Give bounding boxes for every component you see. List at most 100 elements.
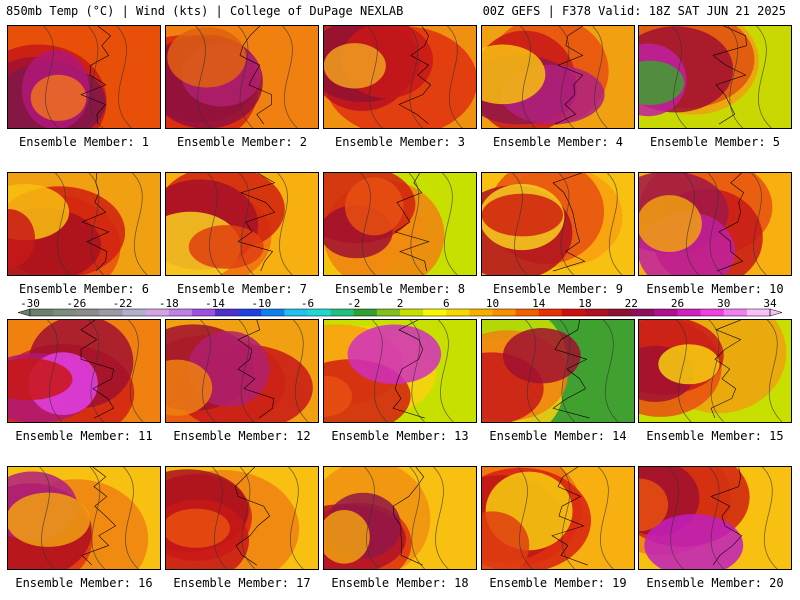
ensemble-member-label: Ensemble Member: 15 — [646, 429, 784, 443]
temperature-field — [639, 467, 791, 569]
ensemble-map-panel — [638, 466, 792, 570]
colorbar-swatch — [191, 309, 216, 316]
colorbar-tick-label: -30 — [20, 297, 40, 310]
colorbar-swatch — [423, 309, 447, 316]
ensemble-map-panel — [323, 319, 477, 423]
colorbar-swatch — [700, 309, 725, 316]
colorbar-swatch — [215, 309, 239, 316]
colorbar-tick-label: 6 — [443, 297, 450, 310]
temperature-field — [8, 467, 160, 569]
ensemble-member-label: Ensemble Member: 8 — [334, 282, 466, 296]
colorbar-swatch — [585, 309, 609, 316]
temperature-field — [639, 26, 791, 128]
colorbar-swatch — [608, 309, 632, 316]
temperature-field — [639, 320, 791, 422]
ensemble-map-panel — [165, 319, 319, 423]
colorbar-swatch — [261, 309, 285, 316]
temperature-field — [166, 173, 318, 275]
ensemble-map-panel — [638, 25, 792, 129]
colorbar-swatch — [353, 309, 378, 316]
colorbar-swatch — [631, 309, 655, 316]
ensemble-member-label: Ensemble Member: 4 — [492, 135, 624, 149]
ensemble-member-label: Ensemble Member: 7 — [176, 282, 308, 296]
colorbar-swatch — [469, 309, 493, 316]
ensemble-map-panel — [481, 25, 635, 129]
colorbar-swatch — [307, 309, 332, 316]
colorbar-swatch — [723, 309, 748, 316]
temperature-field — [482, 26, 634, 128]
colorbar-swatch — [122, 309, 147, 316]
colorbar-tick-label: 2 — [397, 297, 404, 310]
colorbar-min-arrow — [17, 308, 31, 317]
colorbar-swatch — [238, 309, 262, 316]
colorbar-swatch — [53, 309, 77, 316]
ensemble-map-panel — [165, 25, 319, 129]
colorbar-tick-label: -22 — [113, 297, 133, 310]
ensemble-member-label: Ensemble Member: 13 — [331, 429, 469, 443]
ensemble-map-panel — [165, 466, 319, 570]
colorbar-swatch — [145, 309, 170, 316]
ensemble-member-label: Ensemble Member: 14 — [489, 429, 627, 443]
ensemble-member-label: Ensemble Member: 6 — [18, 282, 150, 296]
colorbar-tick-label: -10 — [251, 297, 271, 310]
colorbar-tick-label: 26 — [671, 297, 684, 310]
temperature-colorbar: -30-26-22-18-14-10-6-2261014182226303438… — [17, 297, 783, 317]
colorbar-swatch — [330, 309, 355, 316]
colorbar-tick-label: -2 — [347, 297, 360, 310]
colorbar-tick-label: 10 — [486, 297, 499, 310]
colorbar-tick-label: 22 — [625, 297, 638, 310]
ensemble-member-label: Ensemble Member: 5 — [649, 135, 781, 149]
temperature-field — [166, 467, 318, 569]
temperature-field — [8, 173, 160, 275]
colorbar-swatch — [654, 309, 678, 316]
ensemble-member-label: Ensemble Member: 11 — [15, 429, 153, 443]
colorbar-tick-label: 14 — [532, 297, 546, 310]
ensemble-map-panel — [7, 172, 161, 276]
ensemble-map-panel — [638, 319, 792, 423]
ensemble-map-panel — [481, 466, 635, 570]
temperature-field — [324, 320, 476, 422]
colorbar-max-arrow — [769, 308, 783, 317]
ensemble-member-label: Ensemble Member: 17 — [173, 576, 311, 590]
colorbar-swatch — [515, 309, 540, 316]
ensemble-member-label: Ensemble Member: 12 — [173, 429, 311, 443]
colorbar-swatch — [538, 309, 563, 316]
ensemble-map-panel — [7, 319, 161, 423]
colorbar-swatch — [284, 309, 308, 316]
ensemble-map-panel — [481, 319, 635, 423]
temperature-field — [8, 26, 160, 128]
colorbar-swatch — [677, 309, 702, 316]
temperature-field — [482, 320, 634, 422]
colorbar-tick-label: 30 — [717, 297, 730, 310]
colorbar-swatch — [168, 309, 193, 316]
colorbar-swatch — [492, 309, 517, 316]
colorbar-swatch — [446, 309, 470, 316]
ensemble-member-label: Ensemble Member: 18 — [331, 576, 469, 590]
colorbar-swatch — [76, 309, 100, 316]
temperature-field — [166, 26, 318, 128]
ensemble-member-label: Ensemble Member: 2 — [176, 135, 308, 149]
temperature-field — [324, 26, 476, 128]
ensemble-map-panel — [165, 172, 319, 276]
ensemble-member-label: Ensemble Member: 10 — [646, 282, 784, 296]
colorbar-tick-label: 34 — [763, 297, 777, 310]
ensemble-map-panel — [7, 25, 161, 129]
ensemble-member-label: Ensemble Member: 1 — [18, 135, 150, 149]
temperature-field — [639, 173, 791, 275]
ensemble-map-panel — [323, 172, 477, 276]
ensemble-map-panel — [481, 172, 635, 276]
temperature-field — [8, 320, 160, 422]
colorbar-tick-label: -6 — [301, 297, 314, 310]
temperature-field — [482, 467, 634, 569]
colorbar-tick-label: 18 — [578, 297, 591, 310]
ensemble-map-panel — [323, 25, 477, 129]
colorbar-swatch — [746, 309, 771, 316]
map-title: 850mb Temp (°C) | Wind (kts) | College o… — [6, 4, 404, 18]
ensemble-member-label: Ensemble Member: 19 — [489, 576, 627, 590]
ensemble-member-label: Ensemble Member: 20 — [646, 576, 784, 590]
temperature-field — [166, 320, 318, 422]
temperature-field — [324, 173, 476, 275]
run-valid-time: 00Z GEFS | F378 Valid: 18Z SAT JUN 21 20… — [482, 4, 786, 18]
colorbar-tick-label: -14 — [205, 297, 225, 310]
colorbar-swatch — [99, 309, 123, 316]
